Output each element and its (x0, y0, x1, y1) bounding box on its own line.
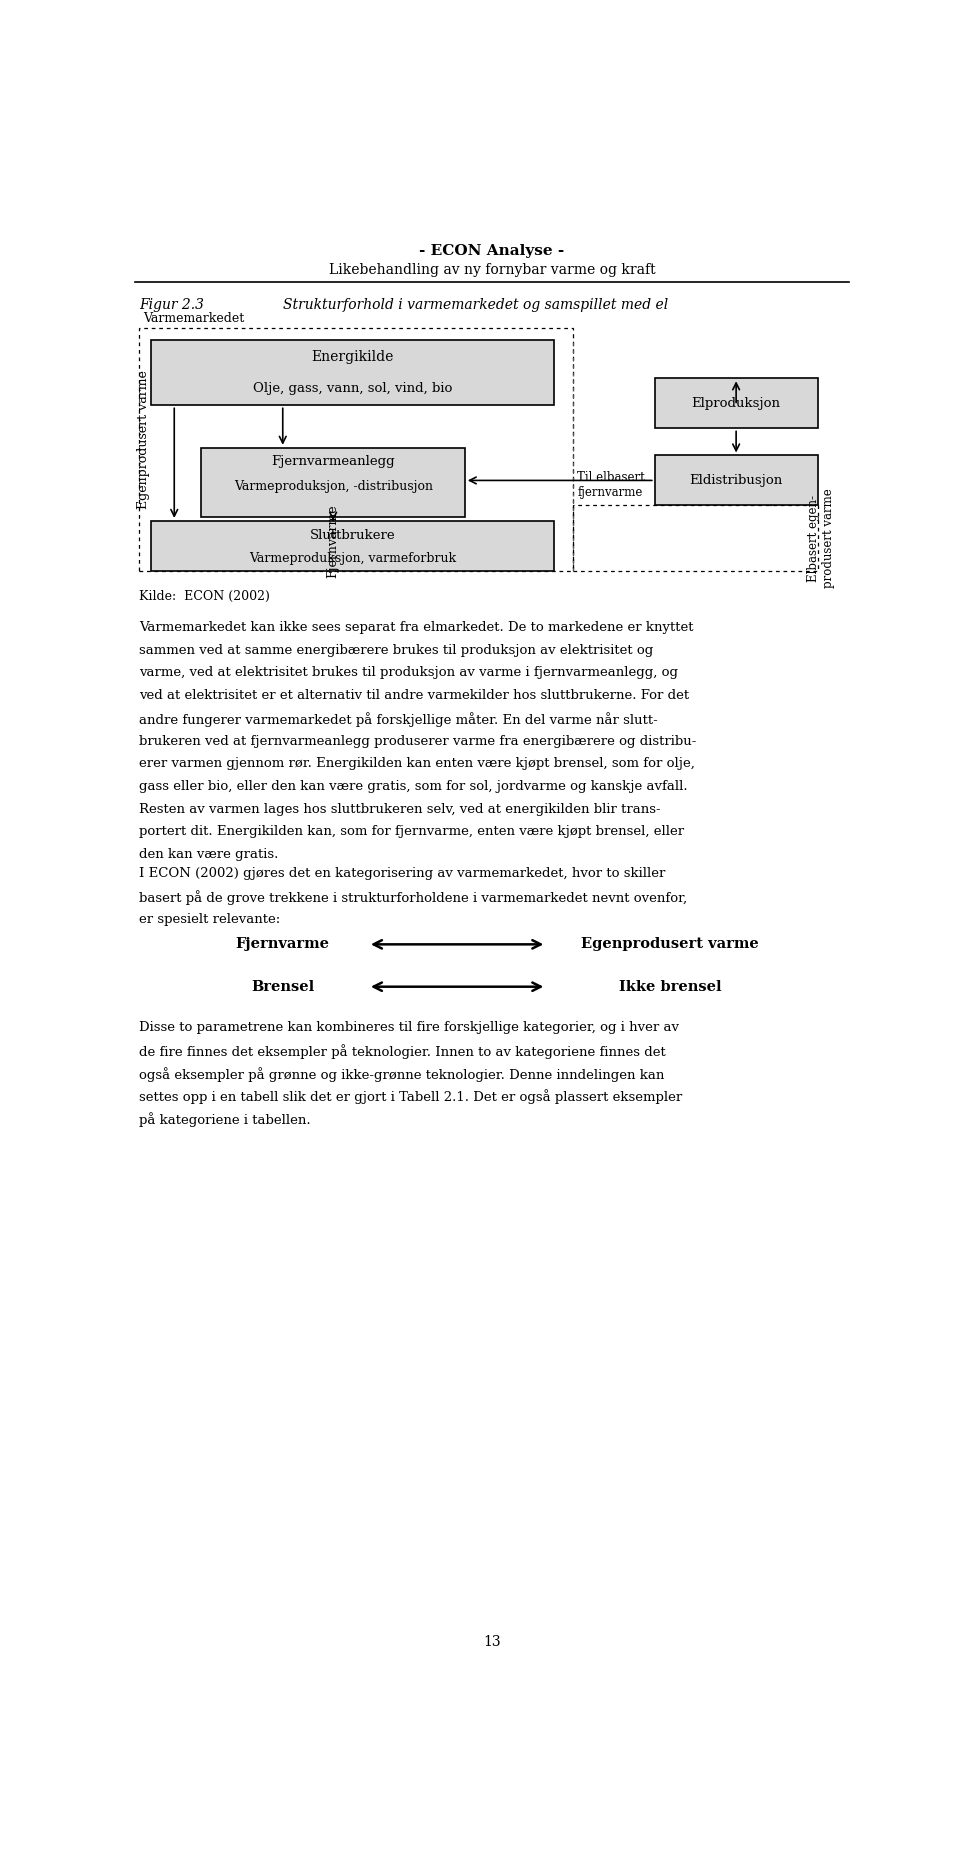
Text: på kategoriene i tabellen.: på kategoriene i tabellen. (139, 1113, 311, 1128)
Text: I ECON (2002) gjøres det en kategorisering av varmemarkedet, hvor to skiller: I ECON (2002) gjøres det en kategoriseri… (139, 868, 665, 881)
Text: Eldistribusjon: Eldistribusjon (689, 473, 782, 486)
Text: Resten av varmen lages hos sluttbrukeren selv, ved at energikilden blir trans-: Resten av varmen lages hos sluttbrukeren… (139, 802, 661, 815)
Text: Sluttbrukere: Sluttbrukere (310, 529, 396, 542)
Text: varme, ved at elektrisitet brukes til produksjon av varme i fjernvarmeanlegg, og: varme, ved at elektrisitet brukes til pr… (139, 666, 679, 679)
Text: gass eller bio, eller den kan være gratis, som for sol, jordvarme og kanskje avf: gass eller bio, eller den kan være grati… (139, 780, 688, 793)
Text: Olje, gass, vann, sol, vind, bio: Olje, gass, vann, sol, vind, bio (252, 381, 452, 395)
Text: Brensel: Brensel (252, 980, 314, 993)
Text: basert på de grove trekkene i strukturforholdene i varmemarkedet nevnt ovenfor,: basert på de grove trekkene i strukturfo… (139, 890, 687, 905)
Text: Ikke brensel: Ikke brensel (619, 980, 722, 993)
Text: Figur 2.3: Figur 2.3 (139, 297, 204, 312)
Text: Varmeproduksjon, -distribusjon: Varmeproduksjon, -distribusjon (233, 481, 433, 494)
Text: Elbasert egen-
produsert varme: Elbasert egen- produsert varme (807, 488, 835, 589)
Text: Varmemarkedet: Varmemarkedet (143, 312, 245, 325)
Text: Til elbasert
fjernvarme: Til elbasert fjernvarme (577, 471, 645, 499)
Text: settes opp i en tabell slik det er gjort i Tabell 2.1. Det er også plassert ekse: settes opp i en tabell slik det er gjort… (139, 1090, 683, 1105)
Text: portert dit. Energikilden kan, som for fjernvarme, enten være kjøpt brensel, ell: portert dit. Energikilden kan, som for f… (139, 825, 684, 838)
Text: Fjernvarme: Fjernvarme (236, 937, 329, 952)
Text: den kan være gratis.: den kan være gratis. (139, 849, 278, 860)
Text: Elproduksjon: Elproduksjon (691, 396, 780, 410)
Text: Disse to parametrene kan kombineres til fire forskjellige kategorier, og i hver : Disse to parametrene kan kombineres til … (139, 1021, 680, 1034)
FancyBboxPatch shape (655, 378, 818, 428)
FancyBboxPatch shape (151, 340, 554, 406)
Text: Kilde:  ECON (2002): Kilde: ECON (2002) (139, 591, 271, 604)
Text: andre fungerer varmemarkedet på forskjellige måter. En del varme når slutt-: andre fungerer varmemarkedet på forskjel… (139, 712, 659, 727)
Text: de fire finnes det eksempler på teknologier. Innen to av kategoriene finnes det: de fire finnes det eksempler på teknolog… (139, 1043, 666, 1058)
Text: Fjernvarme: Fjernvarme (326, 505, 340, 578)
Text: Egenprodusert varme: Egenprodusert varme (582, 937, 759, 952)
Text: Fjernvarmeanlegg: Fjernvarmeanlegg (272, 456, 395, 468)
FancyBboxPatch shape (151, 522, 554, 570)
Text: også eksempler på grønne og ikke-grønne teknologier. Denne inndelingen kan: også eksempler på grønne og ikke-grønne … (139, 1066, 664, 1081)
Text: Strukturforhold i varmemarkedet og samspillet med el: Strukturforhold i varmemarkedet og samsp… (283, 297, 668, 312)
Text: - ECON Analyse -: - ECON Analyse - (420, 243, 564, 258)
Text: Varmeproduksjon, varmeforbruk: Varmeproduksjon, varmeforbruk (249, 552, 456, 565)
FancyBboxPatch shape (202, 447, 465, 516)
Text: brukeren ved at fjernvarmeanlegg produserer varme fra energibærere og distribu-: brukeren ved at fjernvarmeanlegg produse… (139, 735, 697, 748)
FancyBboxPatch shape (655, 456, 818, 505)
Text: er spesielt relevante:: er spesielt relevante: (139, 913, 280, 926)
Text: Egenprodusert varme: Egenprodusert varme (136, 370, 150, 509)
Text: sammen ved at samme energibærere brukes til produksjon av elektrisitet og: sammen ved at samme energibærere brukes … (139, 643, 654, 656)
Text: erer varmen gjennom rør. Energikilden kan enten være kjøpt brensel, som for olje: erer varmen gjennom rør. Energikilden ka… (139, 757, 695, 770)
Text: ved at elektrisitet er et alternativ til andre varmekilder hos sluttbrukerne. Fo: ved at elektrisitet er et alternativ til… (139, 690, 689, 701)
Text: Energikilde: Energikilde (311, 350, 394, 365)
Text: 13: 13 (483, 1634, 501, 1649)
Text: Varmemarkedet kan ikke sees separat fra elmarkedet. De to markedene er knyttet: Varmemarkedet kan ikke sees separat fra … (139, 621, 694, 634)
Text: Likebehandling av ny fornybar varme og kraft: Likebehandling av ny fornybar varme og k… (328, 264, 656, 277)
